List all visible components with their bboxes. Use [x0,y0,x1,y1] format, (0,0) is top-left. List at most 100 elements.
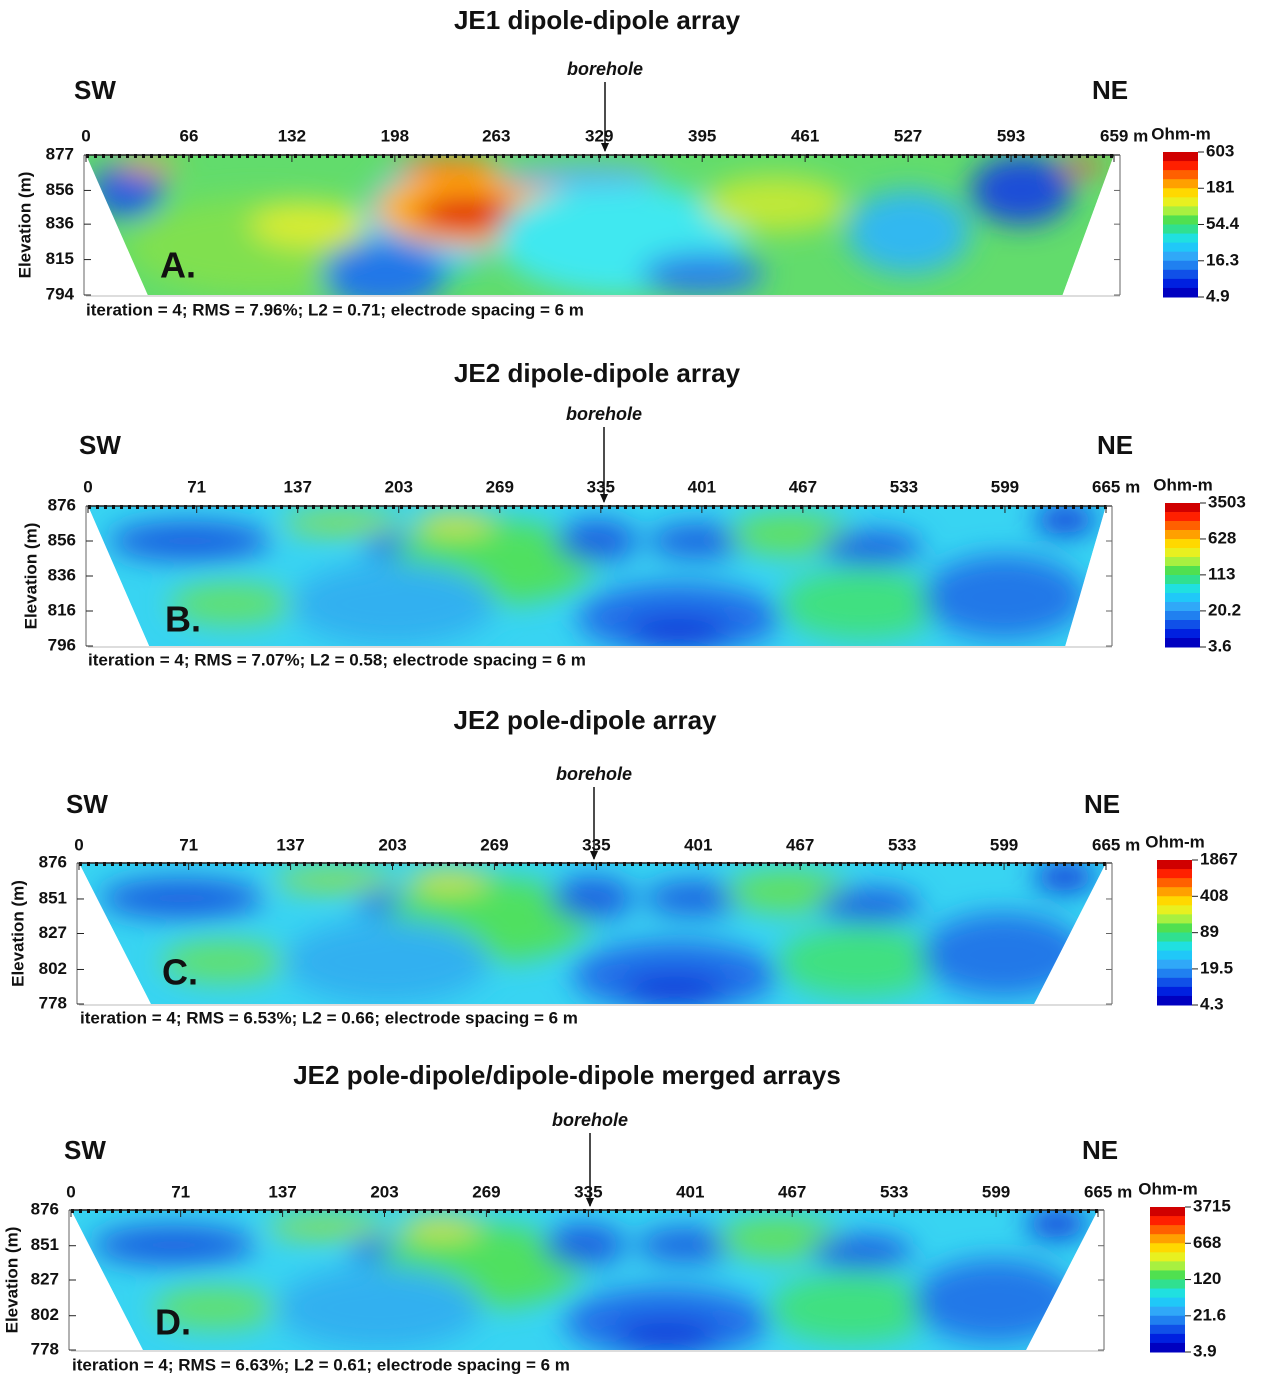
colorbar-step [1165,548,1200,558]
x-tick-label: 593 [997,126,1025,145]
colorbar-step [1165,584,1200,594]
colorbar-step [1163,161,1198,171]
contour-region [250,202,374,248]
colorbar-step [1157,995,1192,1006]
colorbar-step [1157,905,1192,915]
contour-region [627,618,730,646]
x-tick-label: 599 [991,477,1019,496]
x-tick-label: 0 [66,1182,75,1201]
direction-sw: SW [66,789,108,819]
x-tick-label: 269 [480,835,508,854]
contour-region [116,159,179,174]
panel-letter: A. [160,245,196,286]
contour-region [153,1287,277,1329]
y-tick-label: 815 [46,249,74,268]
contours [99,863,1096,1004]
x-tick-label: 665 m [1092,835,1140,854]
contour-region [399,1217,482,1237]
y-tick-label: 876 [31,1199,59,1218]
contour-region [769,1273,934,1343]
colorbar-step [1163,206,1198,216]
x-tick-label: 335 [574,1182,602,1201]
stats: iteration = 4; RMS = 6.53%; L2 = 0.66; e… [80,1008,578,1027]
contour-region [91,1225,256,1265]
colorbar-step [1165,611,1200,621]
x-tick-label: 66 [179,126,198,145]
stats: iteration = 4; RMS = 7.96%; L2 = 0.71; e… [86,300,584,319]
colorbar-step [1163,152,1198,162]
contour-region [551,877,634,920]
y-tick-label: 802 [31,1305,59,1324]
colorbar-step [1163,251,1198,262]
colorbar-step [1163,188,1198,198]
colorbar-step [1150,1207,1185,1217]
colorbar-step [1150,1261,1185,1271]
contour-region [394,157,498,175]
x-tick-label: 203 [385,477,413,496]
colorbar-step [1163,179,1198,189]
colorbar-step [1150,1270,1185,1280]
colorbar-step [1163,197,1198,207]
colorbar-tick-label: 668 [1193,1233,1221,1252]
colorbar-step [1150,1333,1185,1344]
y-tick-label: 876 [48,495,76,514]
y-tick-label: 836 [46,214,74,233]
x-tick-label: 665 m [1092,477,1140,496]
contour-region [641,253,765,295]
direction-ne: NE [1082,1135,1118,1165]
contour-region [108,521,272,561]
borehole-label: borehole [552,1110,628,1130]
colorbar-step [1165,539,1200,549]
colorbar-step [1157,950,1192,961]
x-tick-label: 401 [676,1182,704,1201]
direction-sw: SW [79,430,121,460]
x-tick-label: 533 [890,477,918,496]
contour-region [913,1259,1078,1343]
colorbar-step [1150,1306,1185,1317]
x-tick-label: 395 [688,126,716,145]
resistivity-section [71,1210,1098,1350]
colorbar-tick-label: 3715 [1193,1196,1231,1215]
colorbar-step [1150,1225,1185,1235]
colorbar-title: Ohm-m [1138,1179,1198,1198]
x-tick-label: 137 [284,477,312,496]
y-tick-label: 796 [48,635,76,654]
contour-region [623,975,727,1004]
direction-ne: NE [1092,75,1128,105]
x-tick-label: 533 [888,835,916,854]
x-tick-label: 599 [990,835,1018,854]
contour-region [281,511,404,534]
y-tick-label: 851 [31,1235,59,1254]
x-tick-label: 461 [791,126,819,145]
stats: iteration = 4; RMS = 7.07%; L2 = 0.58; e… [88,650,586,669]
colorbar-tick-label: 3503 [1208,492,1246,511]
arrow-head [600,494,608,503]
x-tick-label: 203 [378,835,406,854]
y-axis-label: Elevation (m) [21,523,40,630]
contour-region [780,569,944,639]
colorbar-step [1157,923,1192,933]
colorbar-step [1150,1252,1185,1262]
x-tick-label: 335 [582,835,610,854]
colorbar-step [1157,968,1192,979]
colorbar-step [1163,287,1198,298]
colorbar-step [1150,1324,1185,1335]
colorbar-step [1150,1315,1185,1326]
y-tick-label: 778 [39,993,67,1012]
x-tick-label: 269 [486,477,514,496]
x-tick-label: 527 [894,126,922,145]
colorbar-step [1157,896,1192,906]
colorbar-tick-label: 89 [1200,922,1219,941]
y-tick-label: 827 [31,1269,59,1288]
colorbar-step [1157,986,1192,997]
contour-region [274,868,398,892]
colorbar-step [1150,1243,1185,1253]
y-tick-label: 827 [39,923,67,942]
contour-region [276,1266,482,1350]
x-tick-label: 71 [179,835,198,854]
colorbar-step [1165,638,1200,648]
colorbar-step [1157,932,1192,943]
y-axis-label: Elevation (m) [15,172,34,279]
contour-region [922,555,1086,639]
colorbar-tick-label: 4.9 [1206,286,1230,305]
